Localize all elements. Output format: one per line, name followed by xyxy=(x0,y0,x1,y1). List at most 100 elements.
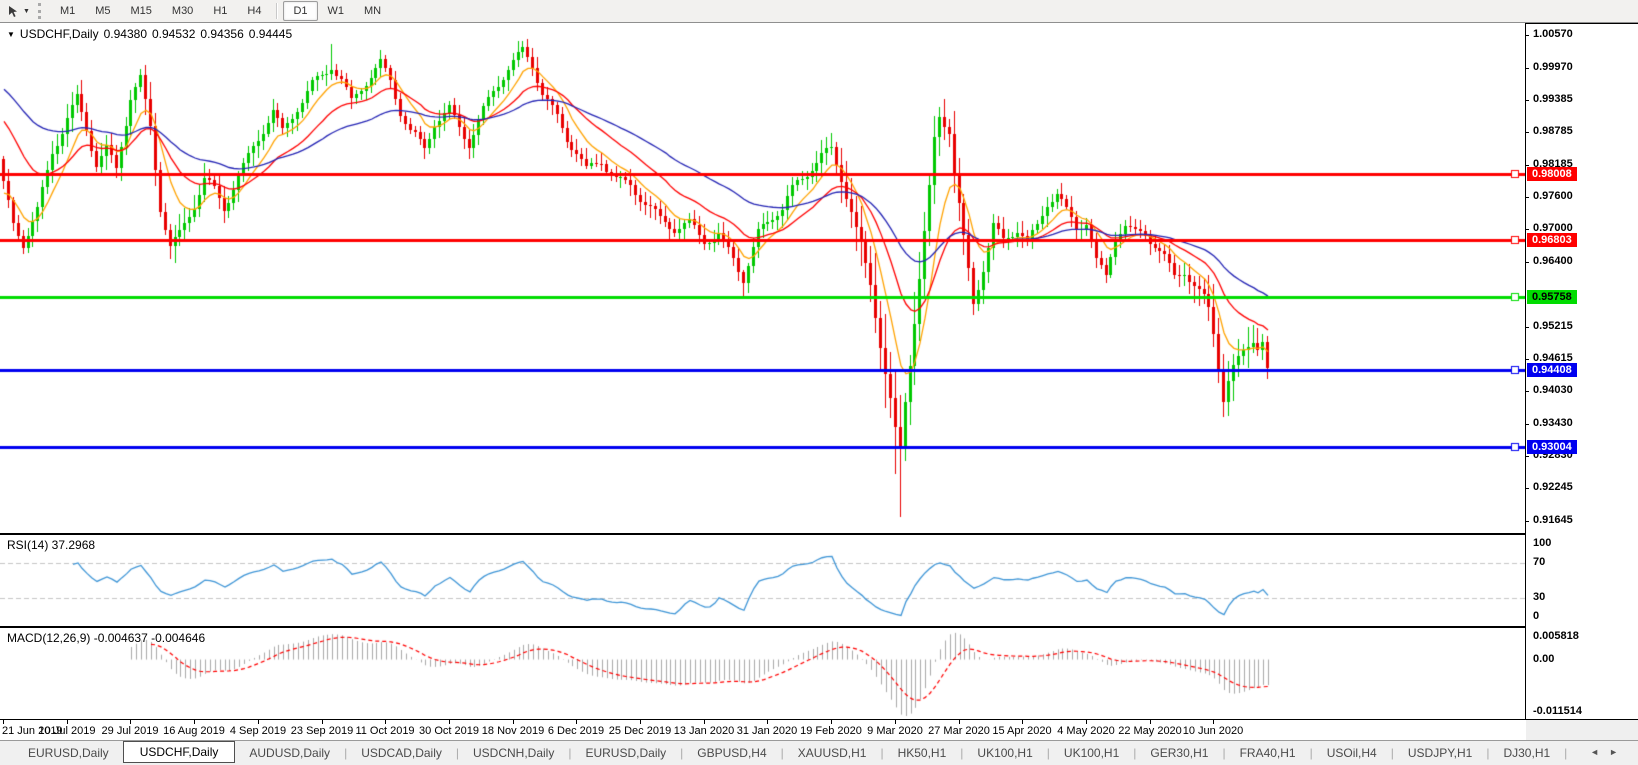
price-tick-mark xyxy=(1525,229,1529,231)
time-tick-mark xyxy=(130,720,131,724)
rsi-axis-label: 70 xyxy=(1533,555,1546,568)
chart-tab-usdjpy-h1[interactable]: USDJPY,H1 xyxy=(1407,746,1473,760)
tab-scroll-right-icon[interactable]: ► xyxy=(1609,747,1628,757)
price-axis-line xyxy=(1525,23,1526,720)
chart-tab-fra40-h1[interactable]: FRA40,H1 xyxy=(1239,746,1296,760)
timeframe-button-m1[interactable]: M1 xyxy=(59,5,76,17)
time-tick-label: 19 Feb 2020 xyxy=(800,725,862,737)
timeframe-button-m15[interactable]: M15 xyxy=(130,5,152,17)
time-tick-label: 27 Mar 2020 xyxy=(928,725,990,737)
level-price-badge: 0.94408 xyxy=(1527,363,1577,378)
tab-scroll-arrows: ◄► xyxy=(1590,747,1628,757)
collapse-triangle-icon[interactable]: ▼ xyxy=(7,30,15,39)
time-tick-mark xyxy=(194,720,195,724)
rsi-panel-canvas[interactable] xyxy=(0,535,1525,626)
chart-tab-ger30-h1[interactable]: GER30,H1 xyxy=(1150,746,1209,760)
symbol-period-label: USDCHF,Daily xyxy=(19,27,99,41)
price-tick-mark xyxy=(1525,359,1529,361)
time-tick-label: 30 Oct 2019 xyxy=(419,725,479,737)
timeframe-button-mn[interactable]: MN xyxy=(364,5,382,17)
time-tick-mark xyxy=(322,720,323,724)
time-tick-label: 29 Jul 2019 xyxy=(101,725,159,737)
rsi-macd-divider[interactable] xyxy=(0,626,1525,628)
tab-separator: | xyxy=(1046,746,1050,760)
chart-tab-usdchf-daily[interactable]: USDCHF,Daily xyxy=(122,741,236,763)
tab-separator: | xyxy=(1390,746,1394,760)
chart-tab-eurusd-daily[interactable]: EURUSD,Daily xyxy=(28,746,109,760)
time-tick-mark xyxy=(576,720,577,724)
rsi-axis-label: 100 xyxy=(1533,537,1552,549)
price-tick-mark xyxy=(1525,132,1529,134)
chart-tab-uk100-h1[interactable]: UK100,H1 xyxy=(977,746,1033,760)
chevron-down-icon[interactable]: ▼ xyxy=(23,7,30,15)
price-tick-mark xyxy=(1525,67,1529,69)
time-tick-label: 4 May 2020 xyxy=(1057,725,1115,737)
timeframe-button-h4[interactable]: H4 xyxy=(247,5,262,17)
chart-tab-gbpusd-h4[interactable]: GBPUSD,H4 xyxy=(697,746,767,760)
time-tick-label: 15 Apr 2020 xyxy=(992,725,1052,737)
price-tick-label: 0.97600 xyxy=(1533,189,1573,202)
time-tick-label: 13 Jan 2020 xyxy=(673,725,735,737)
price-tick-label: 0.96400 xyxy=(1533,255,1573,267)
timeframe-button-m30[interactable]: M30 xyxy=(171,5,194,17)
time-tick-mark xyxy=(895,720,896,724)
price-chart-canvas[interactable] xyxy=(0,23,1525,533)
cursor-tool-icon[interactable] xyxy=(5,3,21,19)
tab-separator: | xyxy=(568,746,572,760)
time-tick-label: 22 May 2020 xyxy=(1118,725,1182,737)
macd-panel-canvas[interactable] xyxy=(0,628,1525,719)
time-tick-label: 10 Jul 2019 xyxy=(38,725,96,737)
price-tick-mark xyxy=(1525,391,1529,392)
time-tick-label: 21 Jun 2019 xyxy=(2,725,63,737)
time-tick-label: 9 Mar 2020 xyxy=(867,725,923,737)
timeframe-buttons: M1 M5 M15 M30 H1 H4 D1 W1 MN xyxy=(50,1,391,21)
time-tick-mark xyxy=(959,720,960,724)
price-tick-label: 1.00570 xyxy=(1533,28,1573,40)
timeframe-button-d1[interactable]: D1 xyxy=(283,1,318,21)
chart-tab-audusd-daily[interactable]: AUDUSD,Daily xyxy=(249,746,331,760)
time-tick-mark xyxy=(1213,720,1214,724)
toolbar-grip[interactable] xyxy=(37,3,43,19)
macd-axis-label: 0.005818 xyxy=(1533,630,1579,642)
chart-tab-bar: EURUSD,Daily USDCHF,Daily AUDUSD,Daily | USD… xyxy=(0,740,1638,765)
chart-tab-usoil-h4[interactable]: USOil,H4 xyxy=(1326,746,1377,760)
tab-scroll-left-icon[interactable]: ◄ xyxy=(1590,747,1610,757)
tab-separator: | xyxy=(680,746,684,760)
timeframe-button-w1[interactable]: W1 xyxy=(327,5,345,17)
time-axis: 21 Jun 2019 10 Jul 2019 29 Jul 2019 16 Aug … xyxy=(0,720,1638,740)
price-tick-label: 0.99385 xyxy=(1533,92,1573,105)
chart-tab-usdcnh-daily[interactable]: USDCNH,Daily xyxy=(473,746,555,760)
level-price-badge: 0.93004 xyxy=(1527,439,1577,454)
chart-tab-hk50-h1[interactable]: HK50,H1 xyxy=(897,746,947,760)
time-tick-label: 25 Dec 2019 xyxy=(608,725,672,737)
axis-corner xyxy=(1526,720,1638,740)
chart-tab-dj30-h1[interactable]: DJ30,H1 xyxy=(1503,746,1551,760)
chart-tab-eurusd-daily[interactable]: EURUSD,Daily xyxy=(585,746,667,760)
time-tick-label: 4 Sep 2019 xyxy=(229,725,287,737)
time-tick-mark xyxy=(1086,720,1087,724)
price-tick-label: 0.94615 xyxy=(1533,352,1573,365)
chart-tab-xauusd-h1[interactable]: XAUUSD,H1 xyxy=(797,746,867,760)
toolbar-separator xyxy=(276,3,279,19)
price-tick-label: 0.98185 xyxy=(1533,157,1573,170)
price-tick-label: 0.93430 xyxy=(1533,416,1573,429)
tab-separator: | xyxy=(960,746,964,760)
time-tick-label: 23 Sep 2019 xyxy=(290,725,354,737)
tab-separator: | xyxy=(1133,746,1137,760)
chart-tab-uk100-h1[interactable]: UK100,H1 xyxy=(1063,746,1120,760)
rsi-indicator-label: RSI(14) 37.2968 xyxy=(7,538,96,552)
main-rsi-divider[interactable] xyxy=(0,533,1525,535)
level-price-badge: 0.96803 xyxy=(1527,233,1577,248)
time-tick-mark xyxy=(385,720,386,724)
tab-separator: | xyxy=(1564,746,1568,760)
time-tick-mark xyxy=(831,720,832,724)
price-tick-label: 0.99970 xyxy=(1533,60,1573,73)
timeframe-button-m5[interactable]: M5 xyxy=(95,5,111,17)
chart-tab-usdcad-daily[interactable]: USDCAD,Daily xyxy=(361,746,442,760)
price-tick-mark xyxy=(1525,488,1529,490)
chart-bottom-border xyxy=(0,719,1638,720)
timeframe-button-h1[interactable]: H1 xyxy=(213,5,228,17)
tab-separator: | xyxy=(1222,746,1226,760)
price-tick-mark xyxy=(1525,326,1529,328)
